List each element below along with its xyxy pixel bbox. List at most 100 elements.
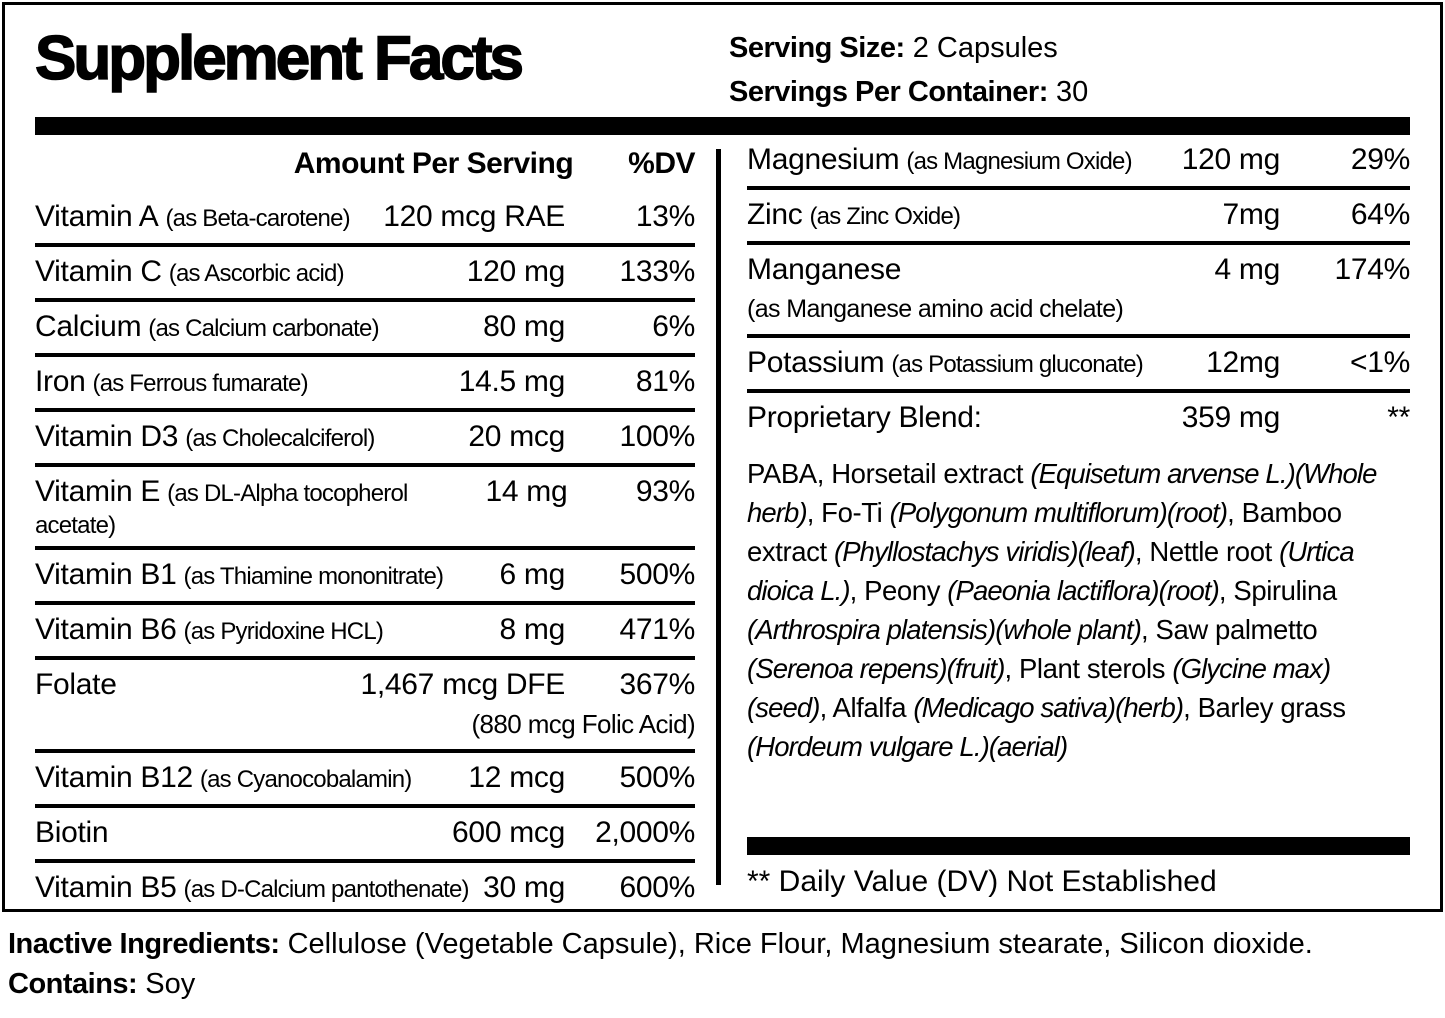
blend-latin-name: (Paeonia lactiflora)(root) xyxy=(947,575,1219,607)
nutrient-dv: ** xyxy=(1387,401,1410,434)
nutrient-amount: 80 mg xyxy=(483,310,566,343)
nutrient-name: Manganese xyxy=(747,253,902,286)
nutrient-amount: 120 mcg RAE xyxy=(383,200,566,233)
serving-info: Serving Size: 2 Capsules Servings Per Co… xyxy=(729,19,1088,117)
header-divider-bar xyxy=(35,117,1410,135)
nutrient-dv: <1% xyxy=(1350,346,1410,379)
nutrient-dv: 471% xyxy=(619,613,696,646)
nutrient-dv: 133% xyxy=(619,255,696,288)
manganese-form-note: (as Manganese amino acid chelate) xyxy=(747,295,1124,323)
left-nutrient-column: Amount Per Serving %DV Vitamin A (as Beta… xyxy=(35,135,696,904)
panel-title: Supplement Facts xyxy=(34,23,525,94)
nutrient-dv: 2,000% xyxy=(595,816,696,849)
nutrient-form: (as Cholecalciferol) xyxy=(185,425,375,452)
nutrient-form: (as Thiamine mononitrate) xyxy=(183,563,444,590)
nutrient-row-vitamin-b12: Vitamin B12 (as Cyanocobalamin) 12 mcg 500% xyxy=(35,753,695,808)
nutrient-name: Vitamin A xyxy=(35,200,159,233)
nutrient-form: (as Calcium carbonate) xyxy=(148,315,379,342)
blend-latin-name: (Medicago sativa)(herb) xyxy=(913,692,1184,724)
blend-latin-name: (Urtica dioica L.) xyxy=(747,536,1355,607)
contains-line: Contains: Soy xyxy=(8,964,1437,1004)
nutrient-row-vitamin-c: Vitamin C (as Ascorbic acid) 120 mg 133% xyxy=(35,247,695,302)
nutrient-name: Proprietary Blend: xyxy=(747,401,982,434)
nutrient-form: (as Cyanocobalamin) xyxy=(199,766,412,793)
contains-label: Contains: xyxy=(8,968,138,1001)
supplement-facts-panel: Supplement Facts Serving Size: 2 Capsule… xyxy=(2,2,1443,912)
blend-ingredient: , Plant sterols xyxy=(1004,653,1173,685)
blend-ingredient: , Alfalfa xyxy=(819,692,914,724)
blend-ingredient: , Fo-Ti xyxy=(806,497,890,529)
nutrient-row-vitamin-e: Vitamin E (as DL-Alpha tocopherol acetate… xyxy=(35,467,695,550)
blend-ingredient: , Nettle root xyxy=(1134,536,1280,568)
nutrient-amount: 6 mg xyxy=(499,558,566,591)
nutrient-dv: 29% xyxy=(1350,143,1410,176)
nutrient-row-proprietary-blend: Proprietary Blend: 359 mg ** xyxy=(747,393,1410,444)
nutrient-form: (as DL-Alpha tocopherol acetate) xyxy=(35,480,408,539)
blend-ingredient: PABA, Horsetail extract xyxy=(747,458,1031,489)
nutrient-dv: 13% xyxy=(635,200,696,233)
nutrient-row-vitamin-b6: Vitamin B6 (as Pyridoxine HCL) 8 mg 471% xyxy=(35,605,695,660)
nutrient-amount: 14.5 mg xyxy=(458,365,566,398)
nutrient-row-vitamin-d3: Vitamin D3 (as Cholecalciferol) 20 mcg 100% xyxy=(35,412,695,467)
nutrient-dv: 174% xyxy=(1334,253,1410,286)
nutrient-name: Potassium xyxy=(747,346,885,379)
blend-latin-name: (Serenoa repens)(fruit) xyxy=(747,653,1005,685)
blend-ingredient: , Barley grass xyxy=(1183,692,1346,724)
left-column-header: Amount Per Serving %DV xyxy=(35,135,696,190)
nutrient-row-potassium: Potassium (as Potassium gluconate) 12mg <1% xyxy=(747,338,1410,393)
nutrient-amount: 120 mg xyxy=(1181,143,1281,176)
proprietary-blend-text: PABA, Horsetail extract (Equisetum arven… xyxy=(747,444,1410,831)
inactive-ingredients-line: Inactive Ingredients: Cellulose (Vegetab… xyxy=(8,924,1437,964)
nutrient-dv: 93% xyxy=(635,475,696,508)
nutrient-row-iron: Iron (as Ferrous fumarate) 14.5 mg 81% xyxy=(35,357,695,412)
nutrient-dv: 500% xyxy=(619,558,696,591)
nutrient-amount: 30 mg xyxy=(483,871,566,904)
nutrient-form: (as Magnesium Oxide) xyxy=(906,148,1132,175)
contains-value: Soy xyxy=(145,968,196,1001)
nutrient-dv: 64% xyxy=(1350,198,1410,231)
nutrient-amount: 14 mg xyxy=(485,475,568,508)
nutrient-dv: 600% xyxy=(619,871,696,904)
nutrient-amount: 600 mcg xyxy=(452,816,566,849)
dv-footnote: ** Daily Value (DV) Not Established xyxy=(747,865,1217,898)
blend-latin-name: (Polygonum multiflorum)(root) xyxy=(889,497,1229,529)
nutrient-amount: 20 mcg xyxy=(468,420,566,453)
blend-latin-name: (Equisetum arvense L.)(Whole herb) xyxy=(747,458,1377,529)
nutrient-row-biotin: Biotin 600 mcg 2,000% xyxy=(35,808,695,863)
nutrient-name: Magnesium xyxy=(747,143,900,176)
nutrient-row-manganese: Manganese 4 mg 174% (as Manganese amino ac… xyxy=(747,245,1410,338)
nutrient-amount: 359 mg xyxy=(1181,401,1281,434)
footnote-divider-bar xyxy=(747,837,1410,855)
nutrient-name: Vitamin B6 xyxy=(35,613,177,646)
blend-latin-name: (Arthrospira platensis)(whole plant) xyxy=(747,614,1142,646)
nutrient-form: (as Ascorbic acid) xyxy=(168,260,345,287)
nutrient-dv: 367% xyxy=(619,668,696,701)
nutrient-amount: 1,467 mcg DFE xyxy=(360,668,566,701)
nutrient-name: Vitamin D3 xyxy=(35,420,179,453)
nutrient-row-magnesium: Magnesium (as Magnesium Oxide) 120 mg 29% xyxy=(747,135,1410,190)
nutrient-amount: 120 mg xyxy=(466,255,566,288)
nutrient-dv: 100% xyxy=(619,420,696,453)
nutrient-form: (as Pyridoxine HCL) xyxy=(183,618,384,645)
nutrient-dv: 500% xyxy=(619,761,696,794)
nutrient-name: Vitamin B12 xyxy=(35,761,193,794)
blend-latin-name: (Phyllostachys viridis)(leaf) xyxy=(833,536,1136,568)
serving-size-label: Serving Size: xyxy=(729,32,905,64)
nutrient-name: Vitamin B5 xyxy=(35,871,177,904)
nutrient-row-vitamin-b5: Vitamin B5 (as D-Calcium pantothenate) 30 … xyxy=(35,863,695,914)
nutrient-name: Vitamin C xyxy=(35,255,162,288)
nutrient-amount: 12mg xyxy=(1206,346,1280,379)
nutrient-row-vitamin-b1: Vitamin B1 (as Thiamine mononitrate) 6 mg 5… xyxy=(35,550,695,605)
amount-per-serving-header: Amount Per Serving xyxy=(293,147,574,180)
nutrient-amount: 7mg xyxy=(1222,198,1281,231)
blend-ingredient: , Saw palmetto xyxy=(1141,614,1318,646)
nutrient-form: (as Potassium gluconate) xyxy=(891,351,1143,378)
nutrient-name: Calcium xyxy=(35,310,142,343)
nutrient-form: (as Ferrous fumarate) xyxy=(92,370,309,397)
serving-size-value: 2 Capsules xyxy=(912,32,1058,64)
nutrient-columns: Amount Per Serving %DV Vitamin A (as Beta… xyxy=(35,135,1410,904)
nutrient-dv: 6% xyxy=(652,310,696,343)
nutrient-name: Iron xyxy=(35,365,86,398)
right-nutrient-column: Magnesium (as Magnesium Oxide) 120 mg 29% Z… xyxy=(747,135,1410,903)
nutrient-form: (as D-Calcium pantothenate) xyxy=(183,876,470,903)
